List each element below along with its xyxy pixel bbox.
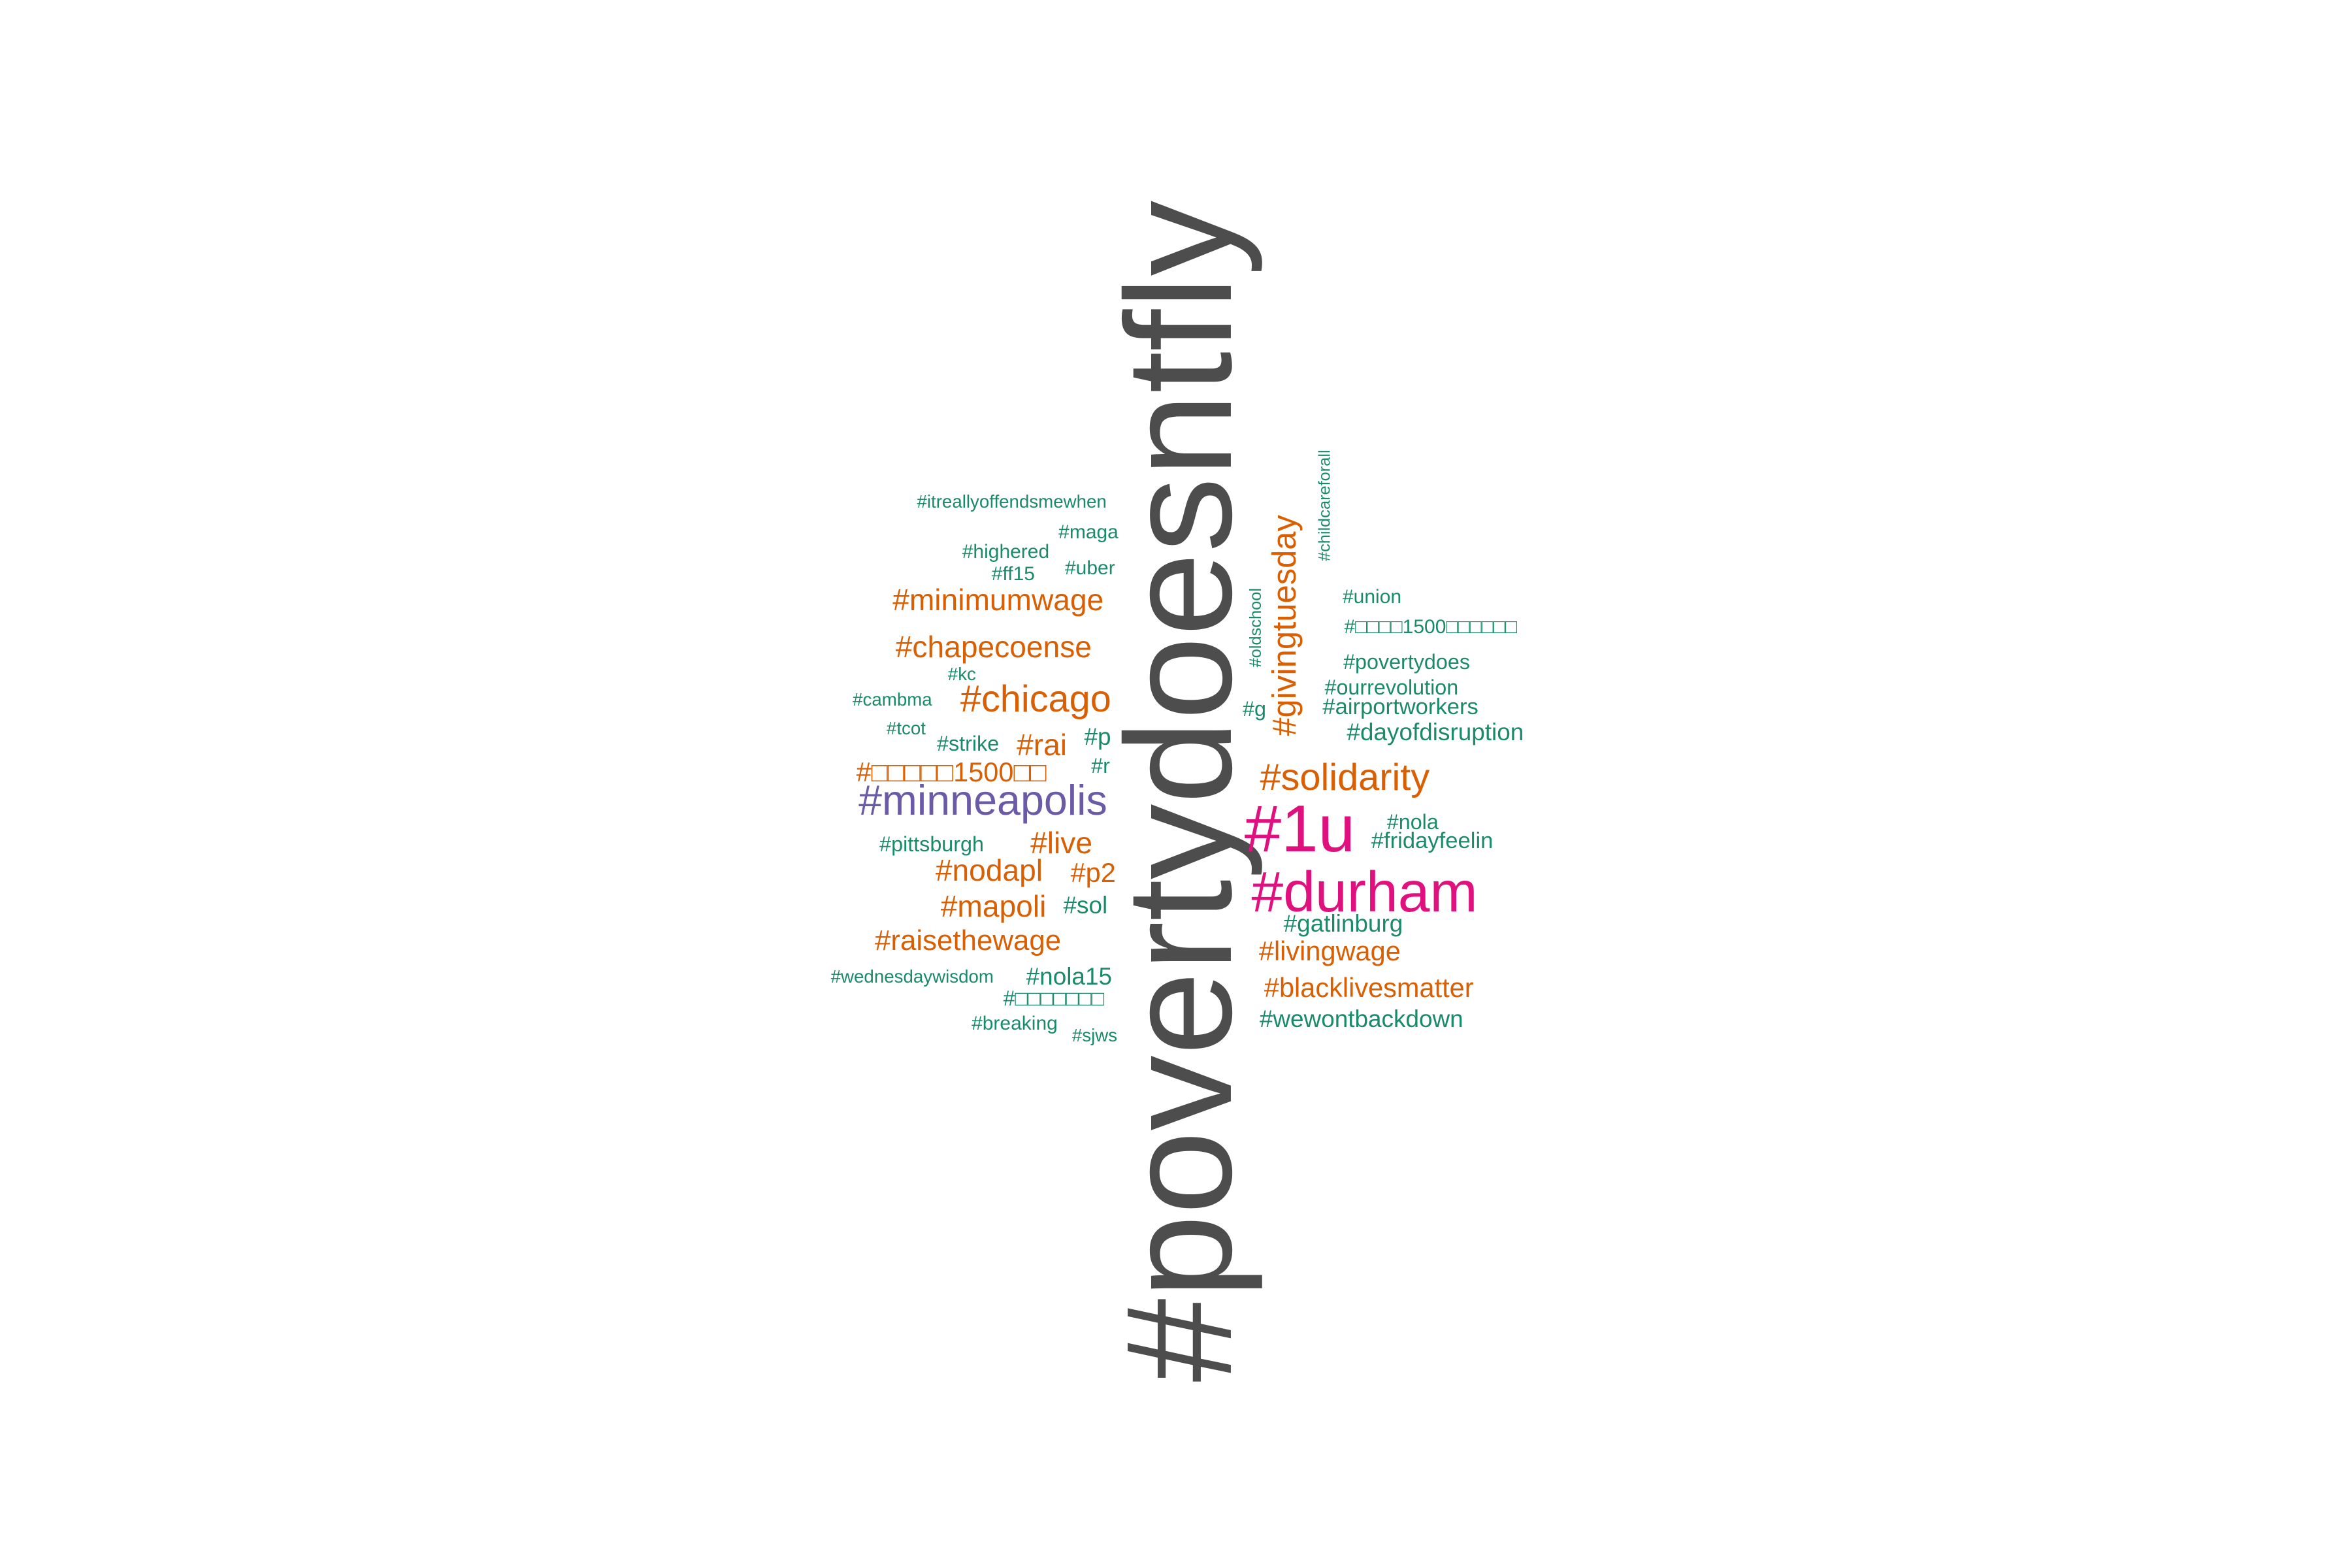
word-tcot: #tcot: [886, 717, 926, 738]
word-chapecoense: #chapecoense: [895, 630, 1092, 664]
word-1500: #□□□□1500□□□□□□: [1344, 616, 1518, 638]
word-maga: #maga: [1058, 521, 1119, 543]
word-oldschool: #oldschool: [1246, 587, 1265, 667]
word-wednesdaywisdom: #wednesdaywisdom: [830, 966, 994, 987]
word-dayofdisruption: #dayofdisruption: [1347, 719, 1524, 746]
word-ff15: #ff15: [991, 563, 1035, 585]
word-sol: #sol: [1063, 892, 1108, 919]
word-union: #union: [1343, 585, 1402, 608]
word-povertydoes: #povertydoes: [1343, 650, 1470, 674]
word-chicago: #chicago: [960, 678, 1111, 720]
word-povertydoesntfly: #povertydoesntfly: [1094, 201, 1264, 1382]
word-wewontbackdown: #wewontbackdown: [1259, 1005, 1463, 1032]
word-itreallyoffendsmewhen: #itreallyoffendsmewhen: [917, 491, 1107, 512]
word-uber: #uber: [1064, 557, 1115, 579]
word-1500: #□□□□□1500□□: [856, 756, 1047, 787]
word-p: #p: [1084, 723, 1111, 750]
word-nodapl: #nodapl: [935, 853, 1043, 887]
word-breaking: #breaking: [972, 1012, 1058, 1034]
word-gatlinburg: #gatlinburg: [1283, 910, 1403, 938]
word-sjws: #sjws: [1071, 1025, 1118, 1046]
word-kc: #kc: [947, 663, 976, 684]
word-childcareforall: #childcareforall: [1315, 449, 1334, 561]
word-fridayfeelin: #fridayfeelin: [1371, 828, 1494, 854]
word-ourrevolution: #ourrevolution: [1324, 676, 1459, 700]
word-nola15: #nola15: [1026, 962, 1112, 990]
word-raisethewage: #raisethewage: [875, 924, 1062, 956]
word-1u: #1u: [1244, 791, 1356, 866]
word-p2: #p2: [1070, 857, 1116, 889]
word-durham: #durham: [1251, 860, 1478, 924]
word-live: #live: [1030, 826, 1093, 860]
word-rai: #rai: [1017, 728, 1068, 762]
word-airportworkers: #airportworkers: [1322, 694, 1478, 719]
word-word33: #□□□□□□□: [1003, 986, 1105, 1010]
word-strike: #strike: [937, 731, 1000, 755]
word-nola: #nola: [1386, 809, 1439, 834]
word-mapoli: #mapoli: [940, 889, 1047, 923]
word-givingtuesday: #givingtuesday: [1265, 515, 1303, 736]
word-g: #g: [1243, 696, 1266, 721]
word-solidarity: #solidarity: [1260, 756, 1430, 798]
word-pittsburgh: #pittsburgh: [879, 832, 984, 857]
word-r: #r: [1091, 754, 1110, 778]
word-minneapolis: #minneapolis: [858, 776, 1107, 824]
word-livingwage: #livingwage: [1258, 936, 1401, 967]
word-blacklivesmatter: #blacklivesmatter: [1264, 972, 1474, 1003]
word-minimumwage: #minimumwage: [892, 583, 1104, 617]
word-cambma: #cambma: [853, 689, 932, 710]
word-highered: #highered: [962, 540, 1050, 563]
